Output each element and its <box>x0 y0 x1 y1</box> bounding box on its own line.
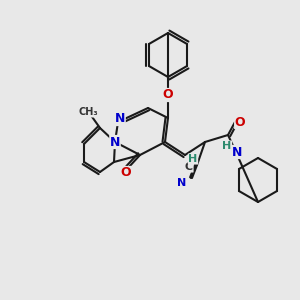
Text: O: O <box>121 167 131 179</box>
Text: N: N <box>115 112 125 125</box>
Text: N: N <box>232 146 242 158</box>
Text: O: O <box>235 116 245 128</box>
Text: N: N <box>110 136 120 148</box>
Text: H: H <box>222 141 232 151</box>
Text: N: N <box>177 178 187 188</box>
Text: H: H <box>188 154 198 164</box>
Text: CH₃: CH₃ <box>78 107 98 117</box>
Text: C: C <box>185 162 193 172</box>
Text: O: O <box>163 88 173 101</box>
